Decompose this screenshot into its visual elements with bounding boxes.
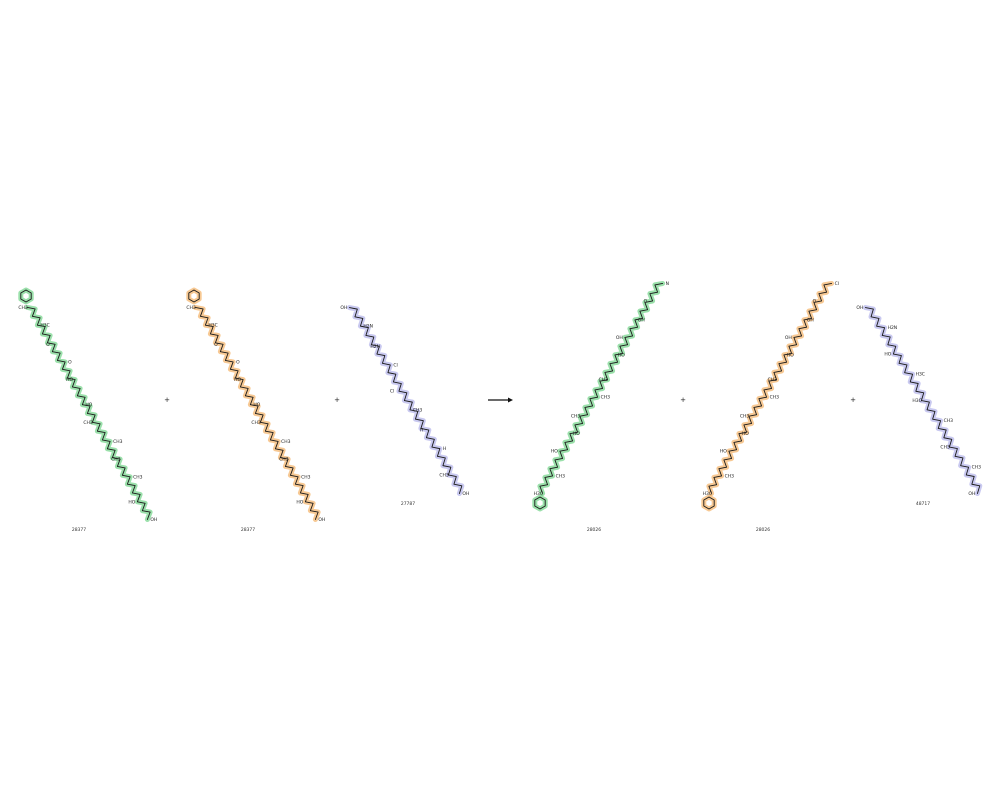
compound-id-reactant-1: 28377: [72, 527, 86, 533]
molecule-reactant-2-atom-label: H3C: [208, 323, 217, 329]
molecule-reactant-2-atom-label: O: [214, 342, 218, 348]
molecule-product-1-atom-label: N: [666, 281, 669, 287]
molecule-reactant-3-atom-label: H2N: [370, 344, 380, 350]
molecule-product-1-atom-label: CH3: [599, 377, 609, 383]
plus-sign-1: +: [164, 396, 170, 404]
molecule-reactant-2-atom-label: OH: [318, 517, 325, 523]
molecule-product-1-atom-label: H3C: [534, 491, 543, 497]
molecule-product-3-atom-label: CH3: [940, 445, 950, 451]
molecule-product-3-atom-label: H3C: [916, 372, 925, 378]
molecule-reactant-3-atom-label: CH3: [413, 407, 423, 413]
molecule-product-1-atom-label: CH3: [571, 414, 581, 420]
molecule-product-2-atom-label: CH3: [740, 414, 750, 420]
molecule-reactant-2-atom-label: CH3: [186, 305, 196, 311]
molecule-product-3-atom-label: H3C: [912, 398, 921, 404]
molecule-product-2-atom-label: CH3: [768, 377, 778, 383]
molecule-product-2-atom-label: OH: [785, 335, 792, 341]
molecule-product-3-atom-label: HO: [884, 352, 891, 358]
reaction-arrow: [488, 397, 513, 403]
molecule-reactant-3-atom-label: H2N: [363, 324, 373, 330]
molecule-reactant-3-atom-label: Cl: [393, 362, 397, 368]
molecule-reactant-2-atom-label: HO: [296, 499, 303, 505]
molecule-product-3-atom-label: H2N: [888, 325, 898, 331]
molecule-product-2-atom-label: CH3: [725, 473, 735, 479]
molecule-reactant-2: CH3 H3C O O HO HO CH3 CH3 CH3 CH3 HO OH: [186, 287, 325, 523]
plus-sign-3: +: [680, 396, 686, 404]
plus-sign-2: +: [334, 396, 340, 404]
molecule-reactant-1-atom-label: CH3: [113, 439, 123, 445]
molecule-reactant-1-atom-label: HO: [85, 402, 92, 408]
compound-id-product-1: 28026: [587, 527, 601, 533]
molecule-product-3-atom-label: OH: [856, 305, 863, 311]
molecule-product-2-atom-label: HO: [720, 449, 727, 455]
molecule-product-1-atom-label: OH: [616, 335, 623, 341]
molecule-product-2-atom-label: O: [813, 298, 817, 304]
molecule-product-1-atom-label: CH3: [601, 395, 611, 401]
molecule-reactant-1-atom-label: HO: [128, 499, 135, 505]
molecule-product-3: OH H2N HO H3C H3C CH3 CH3 CH3 OH: [856, 305, 983, 497]
molecule-reactant-3-atom-label: Cl: [390, 389, 394, 395]
molecule-reactant-1-atom-label: CH3: [83, 420, 93, 426]
molecule-reactant-1-atom-label: O: [46, 342, 50, 348]
compound-id-product-2: 28026: [756, 527, 770, 533]
molecule-reactant-1-atom-label: OH: [150, 517, 157, 523]
molecule-product-1-atom-label: HO: [551, 449, 558, 455]
molecule-reactant-2-atom-label: CH3: [251, 420, 261, 426]
molecule-product-3-atom-label: CH3: [944, 418, 954, 424]
molecule-reactant-1: CH3 H3C O O HO HO CH3 CH3 CH3 CH3 HO OH: [18, 287, 157, 523]
molecule-product-1-atom-label: OH: [638, 317, 645, 323]
molecule-reactant-1-atom-label: CH3: [133, 474, 143, 480]
molecule-product-1-atom-label: O: [644, 298, 648, 304]
molecule-reactant-1-atom-label: CH3: [111, 457, 121, 463]
compound-id-product-3: 48717: [916, 501, 930, 507]
molecule-reactant-2-atom-label: CH3: [281, 439, 291, 445]
molecule-reactant-3-atom-label: OH: [462, 491, 469, 497]
molecule-reactant-1-atom-label: O: [68, 359, 72, 365]
molecule-product-3-atom-label: OH: [968, 491, 975, 497]
molecule-reactant-1-atom-label: H3C: [40, 323, 49, 329]
molecule-reactant-2-atom-label: CH3: [301, 474, 311, 480]
molecule-product-2-atom-label: CH3: [770, 395, 780, 401]
molecule-product-2-atom-label: H3C: [703, 491, 712, 497]
molecule-reactant-2-atom-label: HO: [234, 377, 241, 383]
molecule-reactant-3-atom-label: CH3: [439, 472, 449, 478]
molecule-reactant-3-atom-label: OH: [340, 305, 347, 311]
molecule-product-1-atom-label: CH3: [556, 473, 566, 479]
molecule-reactant-3-atom-label: H: [443, 446, 446, 452]
molecule-reactant-2-atom-label: CH3: [279, 457, 289, 463]
molecule-product-1-atom-label: HO: [618, 352, 625, 358]
compound-id-reactant-3: 27787: [401, 501, 415, 507]
molecule-product-2: H3C CH3 HO HO CH3 CH3 CH3 HO OH OH O Cl: [701, 280, 839, 512]
molecule-reactant-2-atom-label: O: [236, 359, 240, 365]
molecule-reactant-1-atom-label: HO: [66, 377, 73, 383]
plus-sign-4: +: [850, 396, 856, 404]
molecule-reactant-1-atom-label: CH3: [18, 305, 28, 311]
molecule-product-2-atom-label: HO: [742, 431, 749, 437]
molecule-reactant-3: OH H2N H2N Cl Cl CH3 H H CH3 OH: [340, 305, 469, 497]
molecule-product-1: H3C CH3 HO HO CH3 CH3 CH3 HO OH OH O N: [532, 280, 669, 512]
molecule-reactant-3-atom-label: H: [420, 428, 423, 434]
molecule-product-2-atom-label: Cl: [835, 281, 839, 287]
molecule-product-2-atom-label: OH: [807, 317, 814, 323]
molecule-reactant-2-atom-label: HO: [253, 402, 260, 408]
compound-id-reactant-2: 28377: [241, 527, 255, 533]
molecule-product-3-atom-label: CH3: [972, 465, 982, 471]
molecule-product-1-atom-label: HO: [573, 431, 580, 437]
molecule-product-2-atom-label: HO: [787, 352, 794, 358]
